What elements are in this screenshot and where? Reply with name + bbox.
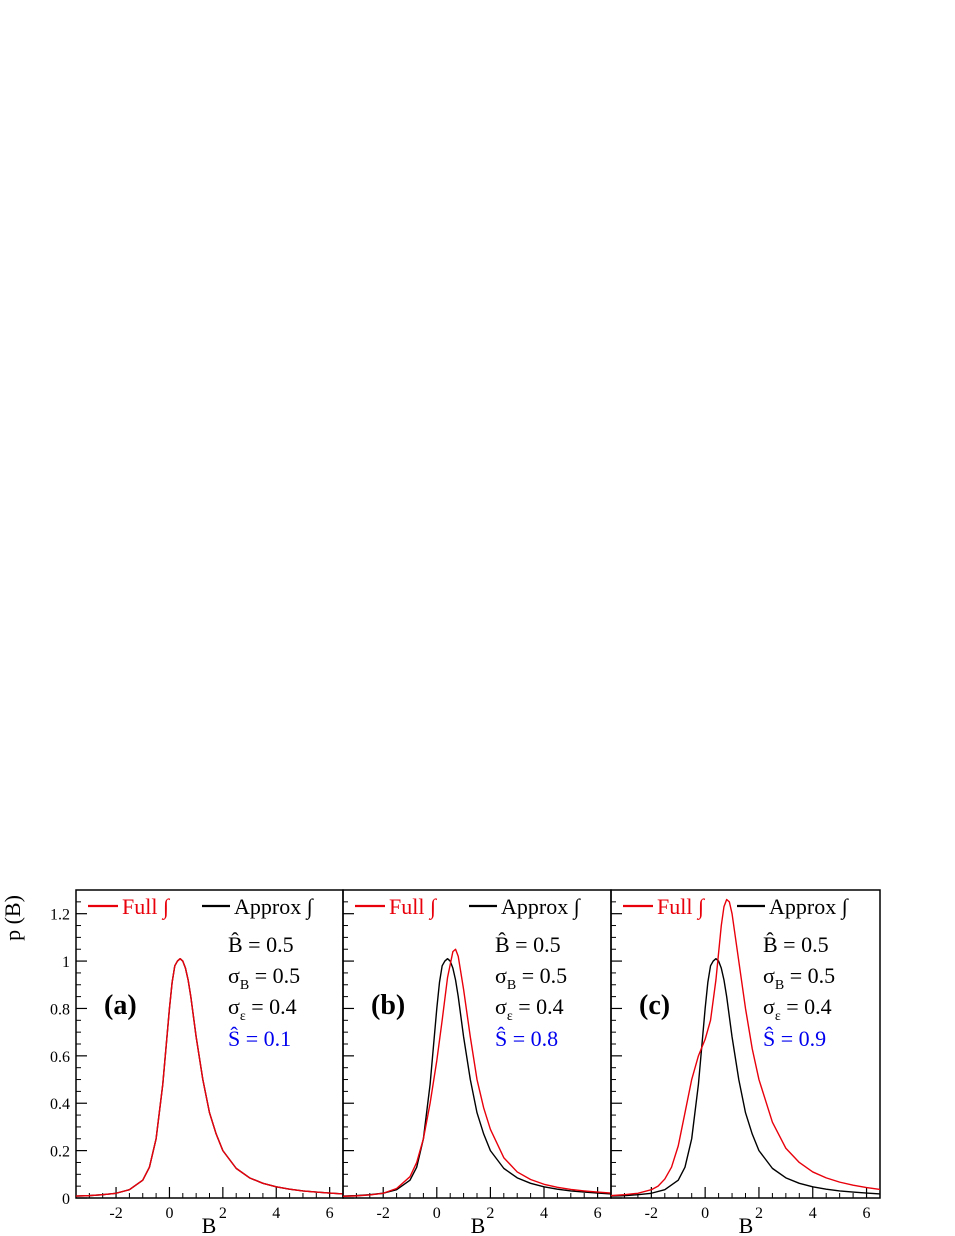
- x-tick-label: 0: [701, 1205, 709, 1222]
- param-sigma-e: σε = 0.4: [495, 994, 564, 1024]
- param-sigma-e-symbol: σ: [228, 994, 240, 1019]
- param-sigma-b-sub: B: [507, 978, 516, 993]
- x-tick-label: 0: [165, 1205, 173, 1222]
- param-sigma-e: σε = 0.4: [228, 994, 297, 1024]
- param-sigma-e-symbol: σ: [495, 994, 507, 1019]
- y-tick-label: 0: [62, 1191, 70, 1208]
- legend-label-full: Full ∫: [122, 894, 171, 920]
- y-tick-label: 0.2: [50, 1144, 70, 1161]
- legend-label-full: Full ∫: [657, 894, 706, 920]
- panel-a: -2 0 2 4 6 0 0.2 0.4 0.6 0.8 1 1.2 Full ∫ Approx ∫ (a)…: [50, 889, 344, 1222]
- legend-label-approx: Approx ∫: [769, 894, 850, 920]
- panel-label: (c): [639, 990, 670, 1021]
- y-tick-label: 1.2: [50, 907, 70, 924]
- param-shat: Ŝ = 0.8: [495, 1026, 558, 1051]
- x-axis-label-a: B: [202, 1213, 217, 1236]
- legend-label-full: Full ∫: [389, 894, 438, 920]
- param-sigma-e: σε = 0.4: [763, 994, 832, 1024]
- param-sigma-e-sub: ε: [507, 1009, 513, 1024]
- param-sigma-b-value: = 0.5: [249, 963, 300, 988]
- param-sigma-e-sub: ε: [240, 1009, 246, 1024]
- param-sigma-e-value: = 0.4: [513, 994, 564, 1019]
- legend-label-approx: Approx ∫: [234, 894, 315, 920]
- param-sigma-e-sub: ε: [775, 1009, 781, 1024]
- series-line-approx: [342, 958, 612, 1197]
- param-sigma-b-symbol: σ: [495, 963, 507, 988]
- param-bhat: B̂ = 0.5: [228, 932, 294, 957]
- panel-label: (b): [371, 990, 405, 1021]
- x-axis-label-b: B: [471, 1213, 486, 1236]
- x-tick-label: 6: [594, 1205, 602, 1222]
- x-tick-label: 2: [486, 1205, 494, 1222]
- x-tick-label: 6: [863, 1205, 871, 1222]
- panel-label: (a): [104, 990, 137, 1021]
- x-tick-label: 0: [433, 1205, 441, 1222]
- param-sigma-e-symbol: σ: [763, 994, 775, 1019]
- x-tick-label: -2: [645, 1205, 658, 1222]
- param-shat: Ŝ = 0.1: [228, 1026, 291, 1051]
- x-tick-label: 6: [326, 1205, 334, 1222]
- y-tick-label: 0.8: [50, 1001, 70, 1018]
- y-tick-label: 0.4: [50, 1096, 70, 1113]
- param-shat: Ŝ = 0.9: [763, 1026, 826, 1051]
- y-tick-label: 1: [62, 954, 70, 971]
- y-tick-label: 0.6: [50, 1049, 70, 1066]
- x-axis-label-c: B: [739, 1213, 754, 1236]
- param-sigma-e-value: = 0.4: [246, 994, 297, 1019]
- x-tick-label: -2: [109, 1205, 122, 1222]
- legend-label-approx: Approx ∫: [501, 894, 582, 920]
- param-sigma-e-value: = 0.4: [781, 994, 832, 1019]
- param-sigma-b-value: = 0.5: [516, 963, 567, 988]
- param-sigma-b-value: = 0.5: [784, 963, 835, 988]
- y-axis-label: p (B): [0, 895, 25, 941]
- x-tick-label: 4: [809, 1205, 817, 1222]
- param-sigma-b: σB = 0.5: [228, 963, 300, 993]
- param-sigma-b-sub: B: [775, 978, 784, 993]
- x-tick-label: -2: [377, 1205, 390, 1222]
- param-bhat: B̂ = 0.5: [495, 932, 561, 957]
- series-line-full: [75, 958, 344, 1197]
- x-tick-label: 4: [540, 1205, 548, 1222]
- x-tick-label: 2: [755, 1205, 763, 1222]
- x-tick-label: 4: [272, 1205, 280, 1222]
- param-sigma-b-sub: B: [240, 978, 249, 993]
- param-sigma-b: σB = 0.5: [763, 963, 835, 993]
- param-sigma-b: σB = 0.5: [495, 963, 567, 993]
- param-bhat: B̂ = 0.5: [763, 932, 829, 957]
- x-axis-labels: B B B: [202, 1213, 754, 1236]
- series-line-full: [610, 898, 881, 1197]
- series-line-full: [342, 948, 612, 1198]
- param-sigma-b-symbol: σ: [763, 963, 775, 988]
- x-tick-label: 2: [219, 1205, 227, 1222]
- series-line-approx: [610, 958, 881, 1197]
- param-sigma-b-symbol: σ: [228, 963, 240, 988]
